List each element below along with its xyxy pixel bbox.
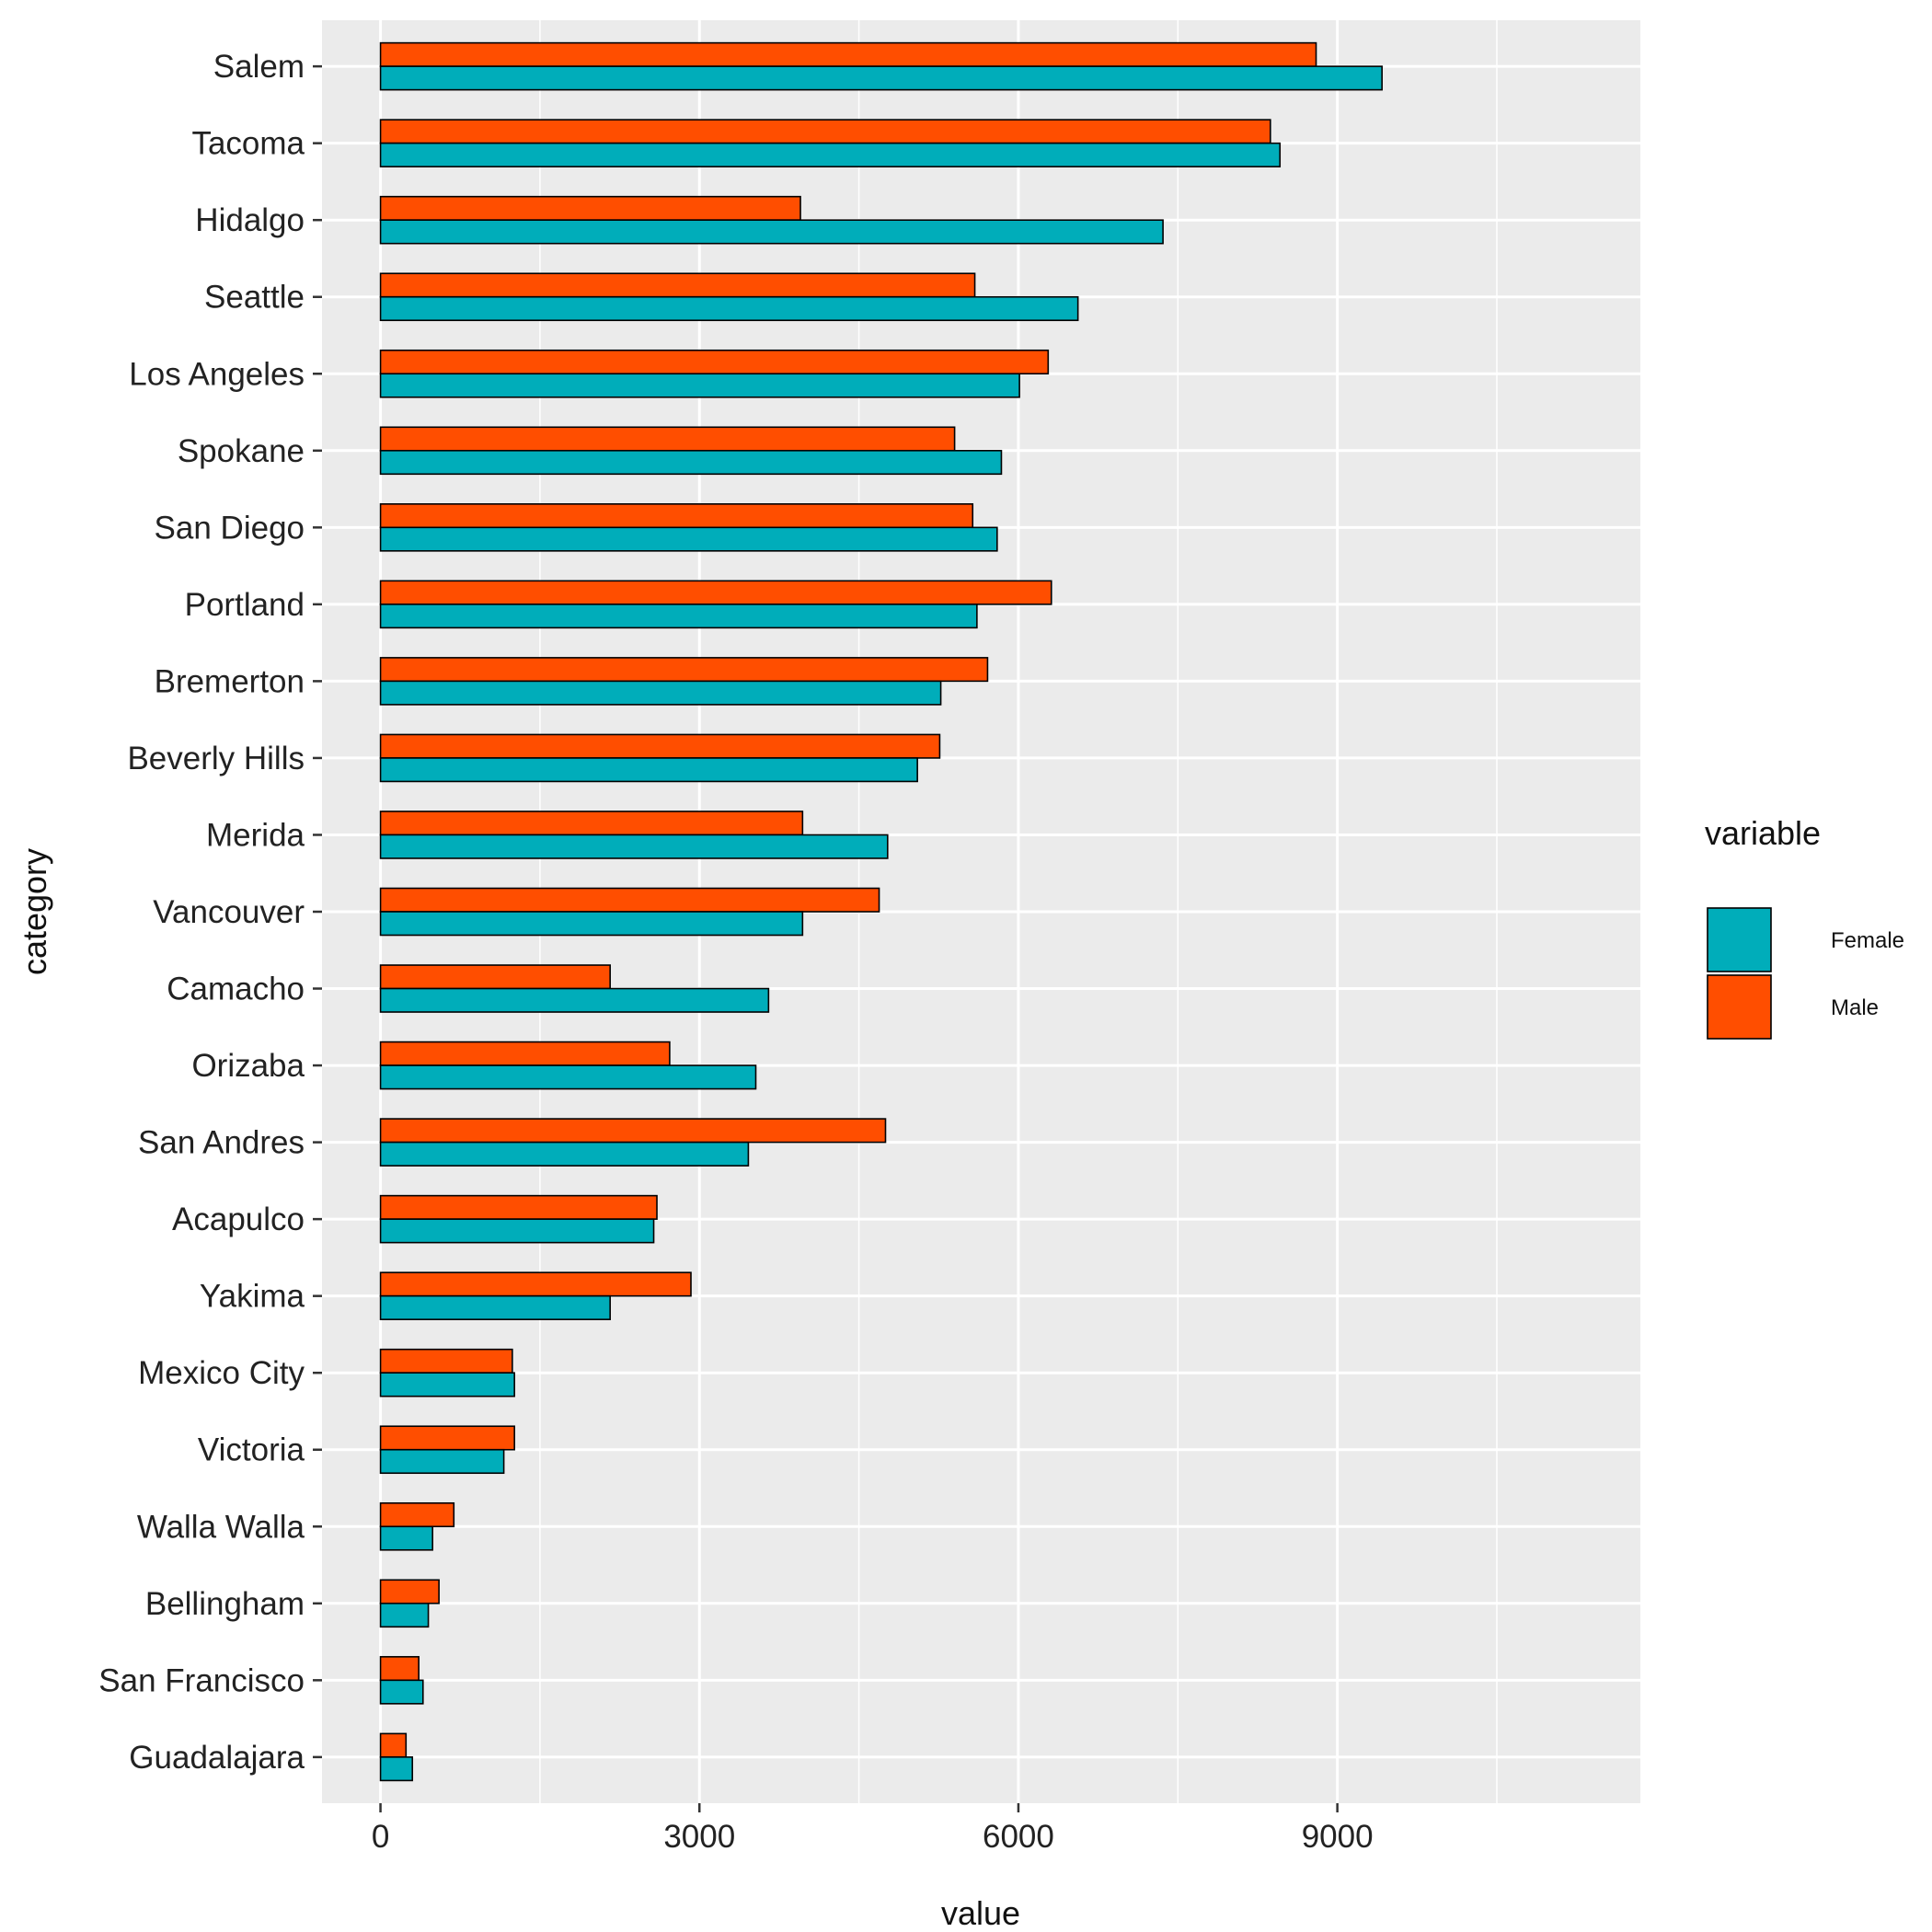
bar-female-seattle bbox=[379, 295, 1079, 322]
x-tick-label: 0 bbox=[372, 1819, 389, 1855]
bar-male-acapulco bbox=[379, 1194, 658, 1220]
y-tick-label: Los Angeles bbox=[129, 356, 305, 392]
bar-male-orizaba bbox=[379, 1041, 671, 1066]
y-tick-label: Bellingham bbox=[145, 1586, 305, 1622]
y-tick-label: Salem bbox=[213, 49, 305, 85]
y-tick-label: Bremerton bbox=[155, 663, 305, 699]
y-tick-label: Guadalajara bbox=[129, 1740, 305, 1776]
y-tick-label: Victoria bbox=[198, 1432, 305, 1468]
bar-male-beverly-hills bbox=[379, 733, 941, 759]
bar-male-san-andres bbox=[379, 1118, 887, 1144]
bar-male-camacho bbox=[379, 964, 611, 990]
bar-male-portland bbox=[379, 580, 1052, 605]
bar-male-walla-walla bbox=[379, 1501, 455, 1528]
y-tick-label: Hidalgo bbox=[195, 202, 305, 238]
bar-female-walla-walla bbox=[379, 1525, 433, 1551]
bar-female-merida bbox=[379, 834, 889, 859]
bar-male-yakima bbox=[379, 1271, 692, 1297]
bar-male-salem bbox=[379, 41, 1317, 67]
x-tick-label: 3000 bbox=[663, 1819, 735, 1855]
bar-female-san-francisco bbox=[379, 1679, 424, 1705]
bar-female-portland bbox=[379, 604, 978, 629]
bar-female-mexico-city bbox=[379, 1372, 515, 1397]
bar-female-bremerton bbox=[379, 680, 942, 706]
y-tick-label: San Francisco bbox=[98, 1662, 305, 1698]
bar-male-mexico-city bbox=[379, 1348, 513, 1374]
x-tick-label: 9000 bbox=[1302, 1819, 1374, 1855]
bar-male-merida bbox=[379, 811, 804, 836]
y-tick-label: San Andres bbox=[138, 1125, 305, 1161]
bar-male-tacoma bbox=[379, 119, 1271, 144]
bar-female-camacho bbox=[379, 987, 770, 1013]
legend-title: variable bbox=[1705, 814, 1821, 852]
legend-swatch-male bbox=[1707, 974, 1772, 1040]
y-tick-label: Walla Walla bbox=[137, 1509, 305, 1545]
bar-female-salem bbox=[379, 65, 1383, 91]
bar-male-victoria bbox=[379, 1425, 515, 1451]
y-tick-label: Merida bbox=[206, 817, 305, 853]
y-tick-label: Spokane bbox=[178, 433, 305, 469]
y-tick-label: San Diego bbox=[155, 510, 305, 546]
bars bbox=[379, 41, 1383, 1782]
y-tick-label: Mexico City bbox=[138, 1355, 305, 1391]
y-tick-label: Camacho bbox=[167, 972, 305, 1007]
bar-female-acapulco bbox=[379, 1218, 655, 1244]
bar-male-san-diego bbox=[379, 503, 974, 529]
y-tick-label: Orizaba bbox=[191, 1048, 305, 1084]
bar-female-victoria bbox=[379, 1448, 505, 1475]
legend-swatch-female bbox=[1707, 907, 1772, 972]
y-axis: Salem Tacoma Hidalgo Seattle Los Angeles Spok… bbox=[98, 49, 322, 1776]
bar-female-bellingham bbox=[379, 1603, 430, 1628]
x-tick-label: 6000 bbox=[983, 1819, 1054, 1855]
y-tick-label: Seattle bbox=[204, 280, 305, 316]
legend-label-female: Female bbox=[1831, 928, 1904, 953]
bar-female-yakima bbox=[379, 1294, 611, 1320]
legend-label-male: Male bbox=[1831, 995, 1879, 1020]
bar-male-san-francisco bbox=[379, 1656, 420, 1682]
bar-female-vancouver bbox=[379, 911, 804, 937]
bar-male-seattle bbox=[379, 272, 976, 298]
y-tick-label: Portland bbox=[185, 587, 305, 623]
y-tick-label: Vancouver bbox=[153, 894, 305, 930]
bar-female-hidalgo bbox=[379, 219, 1164, 245]
bar-male-bellingham bbox=[379, 1579, 440, 1604]
y-tick-label: Beverly Hills bbox=[127, 741, 305, 776]
bar-female-san-diego bbox=[379, 526, 998, 552]
bar-female-tacoma bbox=[379, 142, 1282, 167]
x-axis: 0 3000 6000 9000 bbox=[372, 1803, 1374, 1855]
bar-female-guadalajara bbox=[379, 1756, 414, 1782]
bar-female-spokane bbox=[379, 449, 1003, 476]
bar-male-hidalgo bbox=[379, 195, 801, 221]
y-axis-title: category bbox=[16, 848, 53, 975]
x-axis-title: value bbox=[941, 1894, 1020, 1932]
legend: variable Female Male bbox=[1705, 814, 1904, 1040]
bar-male-los-angeles bbox=[379, 349, 1050, 375]
y-tick-label: Yakima bbox=[200, 1279, 305, 1315]
bar-male-vancouver bbox=[379, 887, 880, 913]
bar-female-san-andres bbox=[379, 1141, 750, 1167]
bar-male-bremerton bbox=[379, 657, 989, 683]
bar-female-orizaba bbox=[379, 1064, 757, 1090]
bar-male-spokane bbox=[379, 426, 956, 452]
y-tick-label: Acapulco bbox=[172, 1202, 305, 1237]
bar-female-beverly-hills bbox=[379, 757, 918, 783]
y-tick-label: Tacoma bbox=[191, 126, 305, 162]
bar-female-los-angeles bbox=[379, 373, 1020, 398]
bar-male-guadalajara bbox=[379, 1732, 408, 1758]
